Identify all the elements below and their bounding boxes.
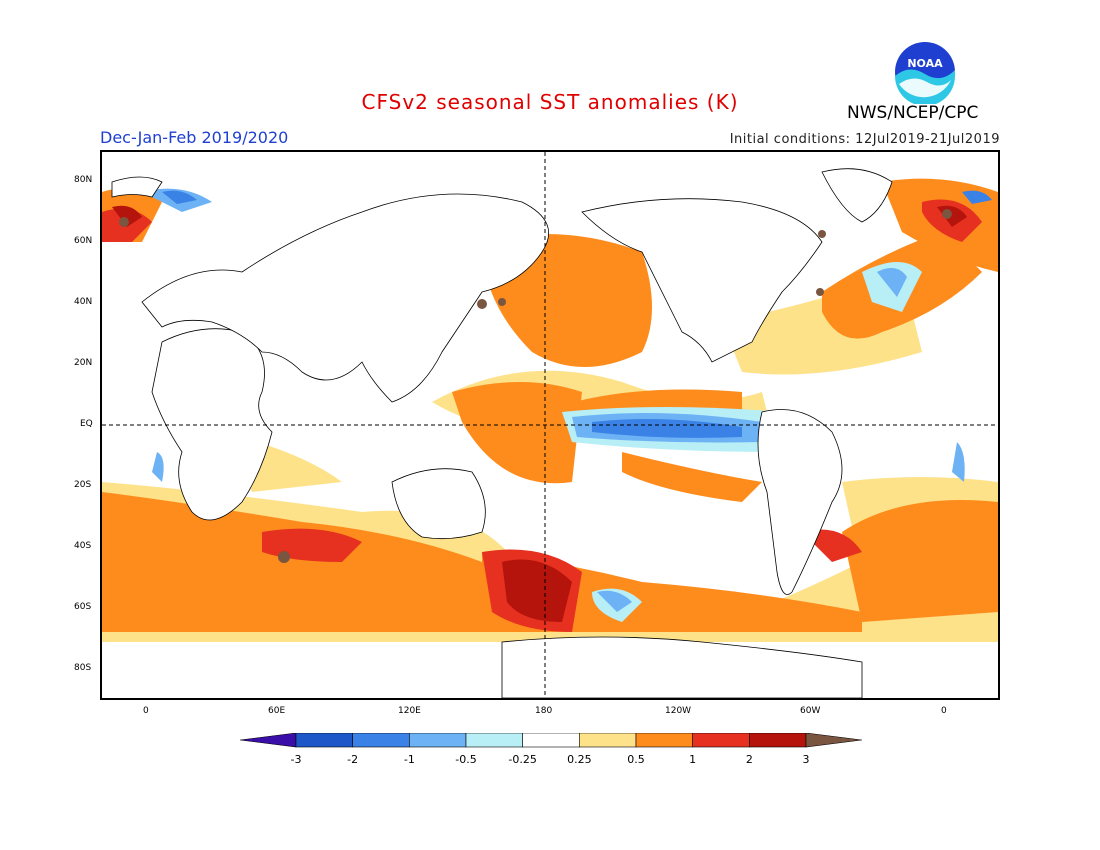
- colorbar-segment: [579, 733, 637, 748]
- colorbar-label: 3: [803, 753, 810, 766]
- colorbar-label: 0.25: [567, 753, 592, 766]
- colorbar-label: 2: [746, 753, 753, 766]
- colorbar-label: -3: [291, 753, 302, 766]
- colorbar-segment: [749, 733, 807, 748]
- colorbar-segment: [522, 733, 580, 748]
- lat-label-20s: 20S: [74, 480, 92, 490]
- lon-label-0-east: 0: [941, 706, 947, 716]
- lon-label-120w: 120W: [665, 706, 692, 716]
- lon-label-120e: 120E: [398, 706, 421, 716]
- colorbar-segment: [295, 733, 353, 748]
- noaa-logo: NOAA: [895, 42, 955, 104]
- colorbar-segment: [635, 733, 693, 748]
- colorbar-label: -0.5: [455, 753, 476, 766]
- colorbar-label: 1: [689, 753, 696, 766]
- colorbar-label: -0.25: [508, 753, 536, 766]
- season-label: Dec-Jan-Feb 2019/2020: [100, 128, 289, 147]
- map-title: CFSv2 seasonal SST anomalies (K): [361, 90, 739, 114]
- lat-label-20n: 20N: [74, 358, 93, 368]
- lat-label-40s: 40S: [74, 541, 92, 551]
- colorbar-segment: [409, 733, 467, 748]
- australia-outline: [391, 468, 486, 540]
- agency-label: NWS/NCEP/CPC: [847, 103, 979, 123]
- colorbar-label: -2: [347, 753, 358, 766]
- lat-label-60s: 60S: [74, 602, 92, 612]
- colorbar-segment: [465, 733, 523, 748]
- lat-label-80s: 80S: [74, 663, 92, 673]
- lat-label-80n: 80N: [74, 175, 93, 185]
- north-america-outline: [581, 198, 823, 363]
- anomaly-2-3-fields: [112, 205, 967, 622]
- antarctica-outline: [501, 636, 863, 698]
- map-canvas: [102, 152, 998, 698]
- continent-outlines: [111, 168, 893, 698]
- lat-label-eq: EQ: [80, 419, 93, 429]
- south-america-outline: [757, 409, 843, 595]
- colorbar-segment-max: [805, 733, 862, 748]
- colorbar: -3 -2 -1 -0.5 -0.25 0.25 0.5 1 2 3: [240, 733, 862, 766]
- lon-label-180: 180: [535, 706, 553, 716]
- colorbar-label: -1: [404, 753, 415, 766]
- lat-label-40n: 40N: [74, 297, 93, 307]
- greenland-outline: [821, 168, 893, 223]
- colorbar-segment: [352, 733, 410, 748]
- colorbar-segment: [692, 733, 750, 748]
- scandinavia-outline: [111, 176, 163, 198]
- lon-label-0-west: 0: [143, 706, 149, 716]
- colorbar-segment-min: [240, 733, 297, 748]
- sst-anomaly-map: [100, 150, 1000, 700]
- lat-label-60n: 60N: [74, 236, 93, 246]
- anomaly-minus-2-minus-1-fields: [162, 190, 992, 438]
- colorbar-label: 0.5: [627, 753, 645, 766]
- lon-label-60e: 60E: [268, 706, 286, 716]
- eurasia-outline: [141, 193, 550, 403]
- anomaly-above-3-spots: [119, 209, 952, 563]
- initial-conditions-label: Initial conditions: 12Jul2019-21Jul2019: [729, 132, 1000, 147]
- lon-label-60w: 60W: [800, 706, 821, 716]
- noaa-logo-text: NOAA: [907, 57, 943, 70]
